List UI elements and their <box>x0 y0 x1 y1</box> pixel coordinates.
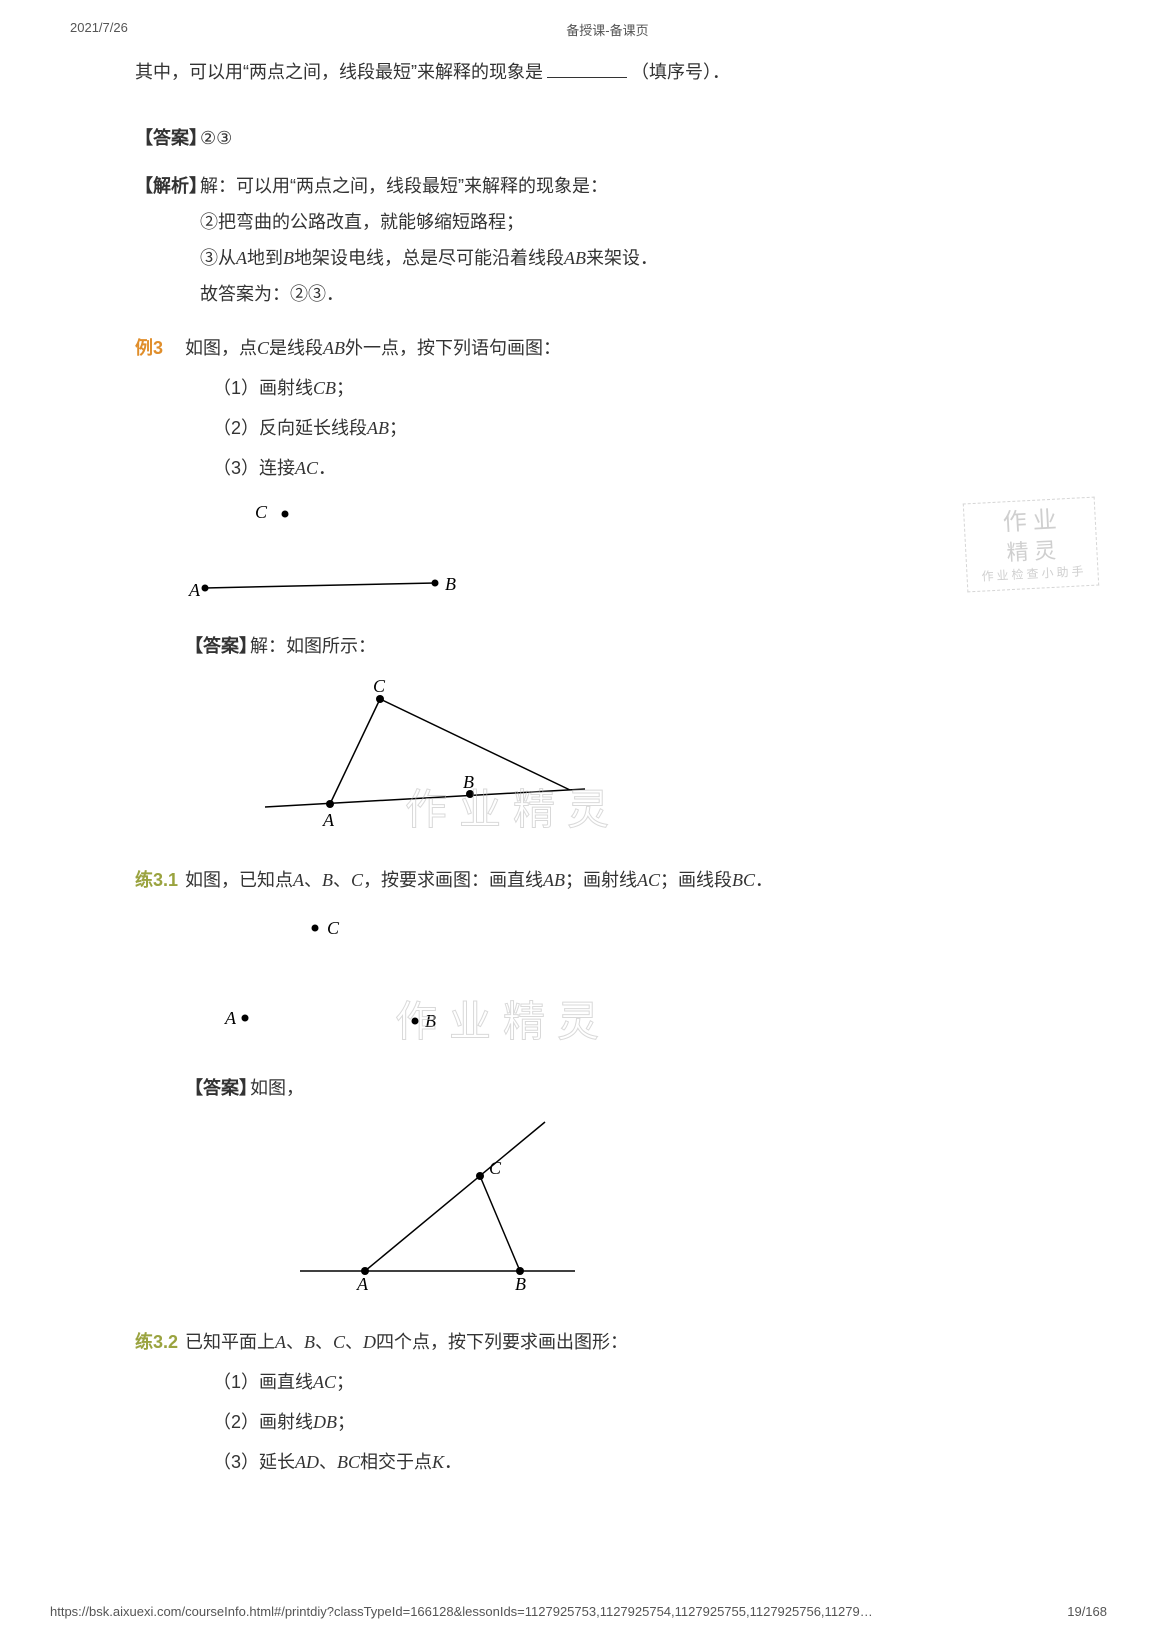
p31-label: 练3.1 <box>135 862 185 1318</box>
svg-text:C: C <box>373 676 386 696</box>
p32-label: 练3.2 <box>135 1324 185 1484</box>
ex3-block: 例3 如图，点C是线段AB外一点，按下列语句画图： （1）画射线CB； （2）反… <box>135 330 1022 856</box>
p31-sol-diagram: A B C <box>185 1116 1022 1308</box>
p31-body: 如图，已知点A、B、C，按要求画图：画直线AB；画射线AC；画线段BC． C A… <box>185 862 1022 1318</box>
footer-page: 19/168 <box>1067 1604 1107 1619</box>
ex3-i3: （3）连接AC． <box>185 450 1022 486</box>
analysis-l3: 故答案为：②③． <box>135 276 1022 312</box>
ex3-ans-row: 【答案】 解：如图所示： <box>185 628 1022 664</box>
page-header: 2021/7/26 备授课-备课页 <box>50 20 1107 39</box>
p32-i2: （2）画射线DB； <box>185 1404 1022 1440</box>
blank-field <box>547 77 627 78</box>
ex3-i1: （1）画射线CB； <box>185 370 1022 406</box>
ex3-given-diagram: C A B <box>185 496 1022 618</box>
watermark-text-2: 作业精灵 <box>395 1000 611 1046</box>
p31-ans-row: 【答案】 如图， <box>185 1070 1022 1106</box>
header-title: 备授课-备课页 <box>566 20 648 39</box>
watermark-text-1: 作业精灵 <box>405 788 621 834</box>
answer-tag: 【答案】 <box>135 120 200 156</box>
p32-i3: （3）延长AD、BC相交于点K． <box>185 1444 1022 1480</box>
ex3-ans-text: 解：如图所示： <box>250 628 1022 664</box>
p32-block: 练3.2 已知平面上A、B、C、D四个点，按下列要求画出图形： （1）画直线AC… <box>135 1324 1022 1484</box>
p31-given-diagram: C A B 作业精灵 <box>185 908 1022 1060</box>
p31-ans-tag: 【答案】 <box>185 1070 250 1106</box>
intro-line: 其中，可以用“两点之间，线段最短”来解释的现象是 （填序号）． <box>135 54 1022 90</box>
ex3-body: 如图，点C是线段AB外一点，按下列语句画图： （1）画射线CB； （2）反向延长… <box>185 330 1022 856</box>
analysis-tag: 【解析】 <box>135 168 200 204</box>
intro-suffix: （填序号）． <box>631 62 730 82</box>
analysis-row: 【解析】 解：可以用“两点之间，线段最短”来解释的现象是： <box>135 168 1022 204</box>
analysis-l1: ②把弯曲的公路改直，就能够缩短路程； <box>135 204 1022 240</box>
p32-i1: （1）画直线AC； <box>185 1364 1022 1400</box>
intro-prefix: 其中，可以用“两点之间，线段最短”来解释的现象是 <box>135 62 543 82</box>
page-footer: https://bsk.aixuexi.com/courseInfo.html#… <box>50 1604 1107 1619</box>
svg-text:C: C <box>327 918 340 938</box>
svg-text:B: B <box>445 574 456 594</box>
ex3-ans-tag: 【答案】 <box>185 628 250 664</box>
p31-ans-text: 如图， <box>250 1070 1022 1106</box>
ex3-label: 例3 <box>135 330 185 856</box>
header-date: 2021/7/26 <box>70 20 128 39</box>
svg-text:A: A <box>356 1274 369 1294</box>
footer-url: https://bsk.aixuexi.com/courseInfo.html#… <box>50 1604 873 1619</box>
stamp-watermark: 作 业 精 灵 作 业 检 查 小 助 手 <box>963 497 1100 593</box>
page-content: 其中，可以用“两点之间，线段最短”来解释的现象是 （填序号）． 【答案】 ②③ 【… <box>50 54 1107 1484</box>
svg-text:A: A <box>224 1008 237 1028</box>
p31-block: 练3.1 如图，已知点A、B、C，按要求画图：画直线AB；画射线AC；画线段BC… <box>135 862 1022 1318</box>
svg-text:B: B <box>515 1274 526 1294</box>
p32-stem: 已知平面上A、B、C、D四个点，按下列要求画出图形： <box>185 1324 1022 1360</box>
ex3-sol-diagram: A B C 作业精灵 <box>185 674 1022 846</box>
svg-text:C: C <box>489 1158 502 1178</box>
ex3-stem: 如图，点C是线段AB外一点，按下列语句画图： <box>185 330 1022 366</box>
analysis-l0: 解：可以用“两点之间，线段最短”来解释的现象是： <box>200 168 1022 204</box>
answer-row: 【答案】 ②③ <box>135 120 1022 156</box>
answer-text: ②③ <box>200 120 1022 156</box>
ex3-i2: （2）反向延长线段AB； <box>185 410 1022 446</box>
svg-text:A: A <box>188 580 201 600</box>
svg-text:A: A <box>322 810 335 830</box>
p31-stem: 如图，已知点A、B、C，按要求画图：画直线AB；画射线AC；画线段BC． <box>185 862 1022 898</box>
p32-body: 已知平面上A、B、C、D四个点，按下列要求画出图形： （1）画直线AC； （2）… <box>185 1324 1022 1484</box>
svg-text:C: C <box>255 502 268 522</box>
analysis-l2: ③从A地到B地架设电线，总是尽可能沿着线段AB来架设． <box>135 240 1022 276</box>
